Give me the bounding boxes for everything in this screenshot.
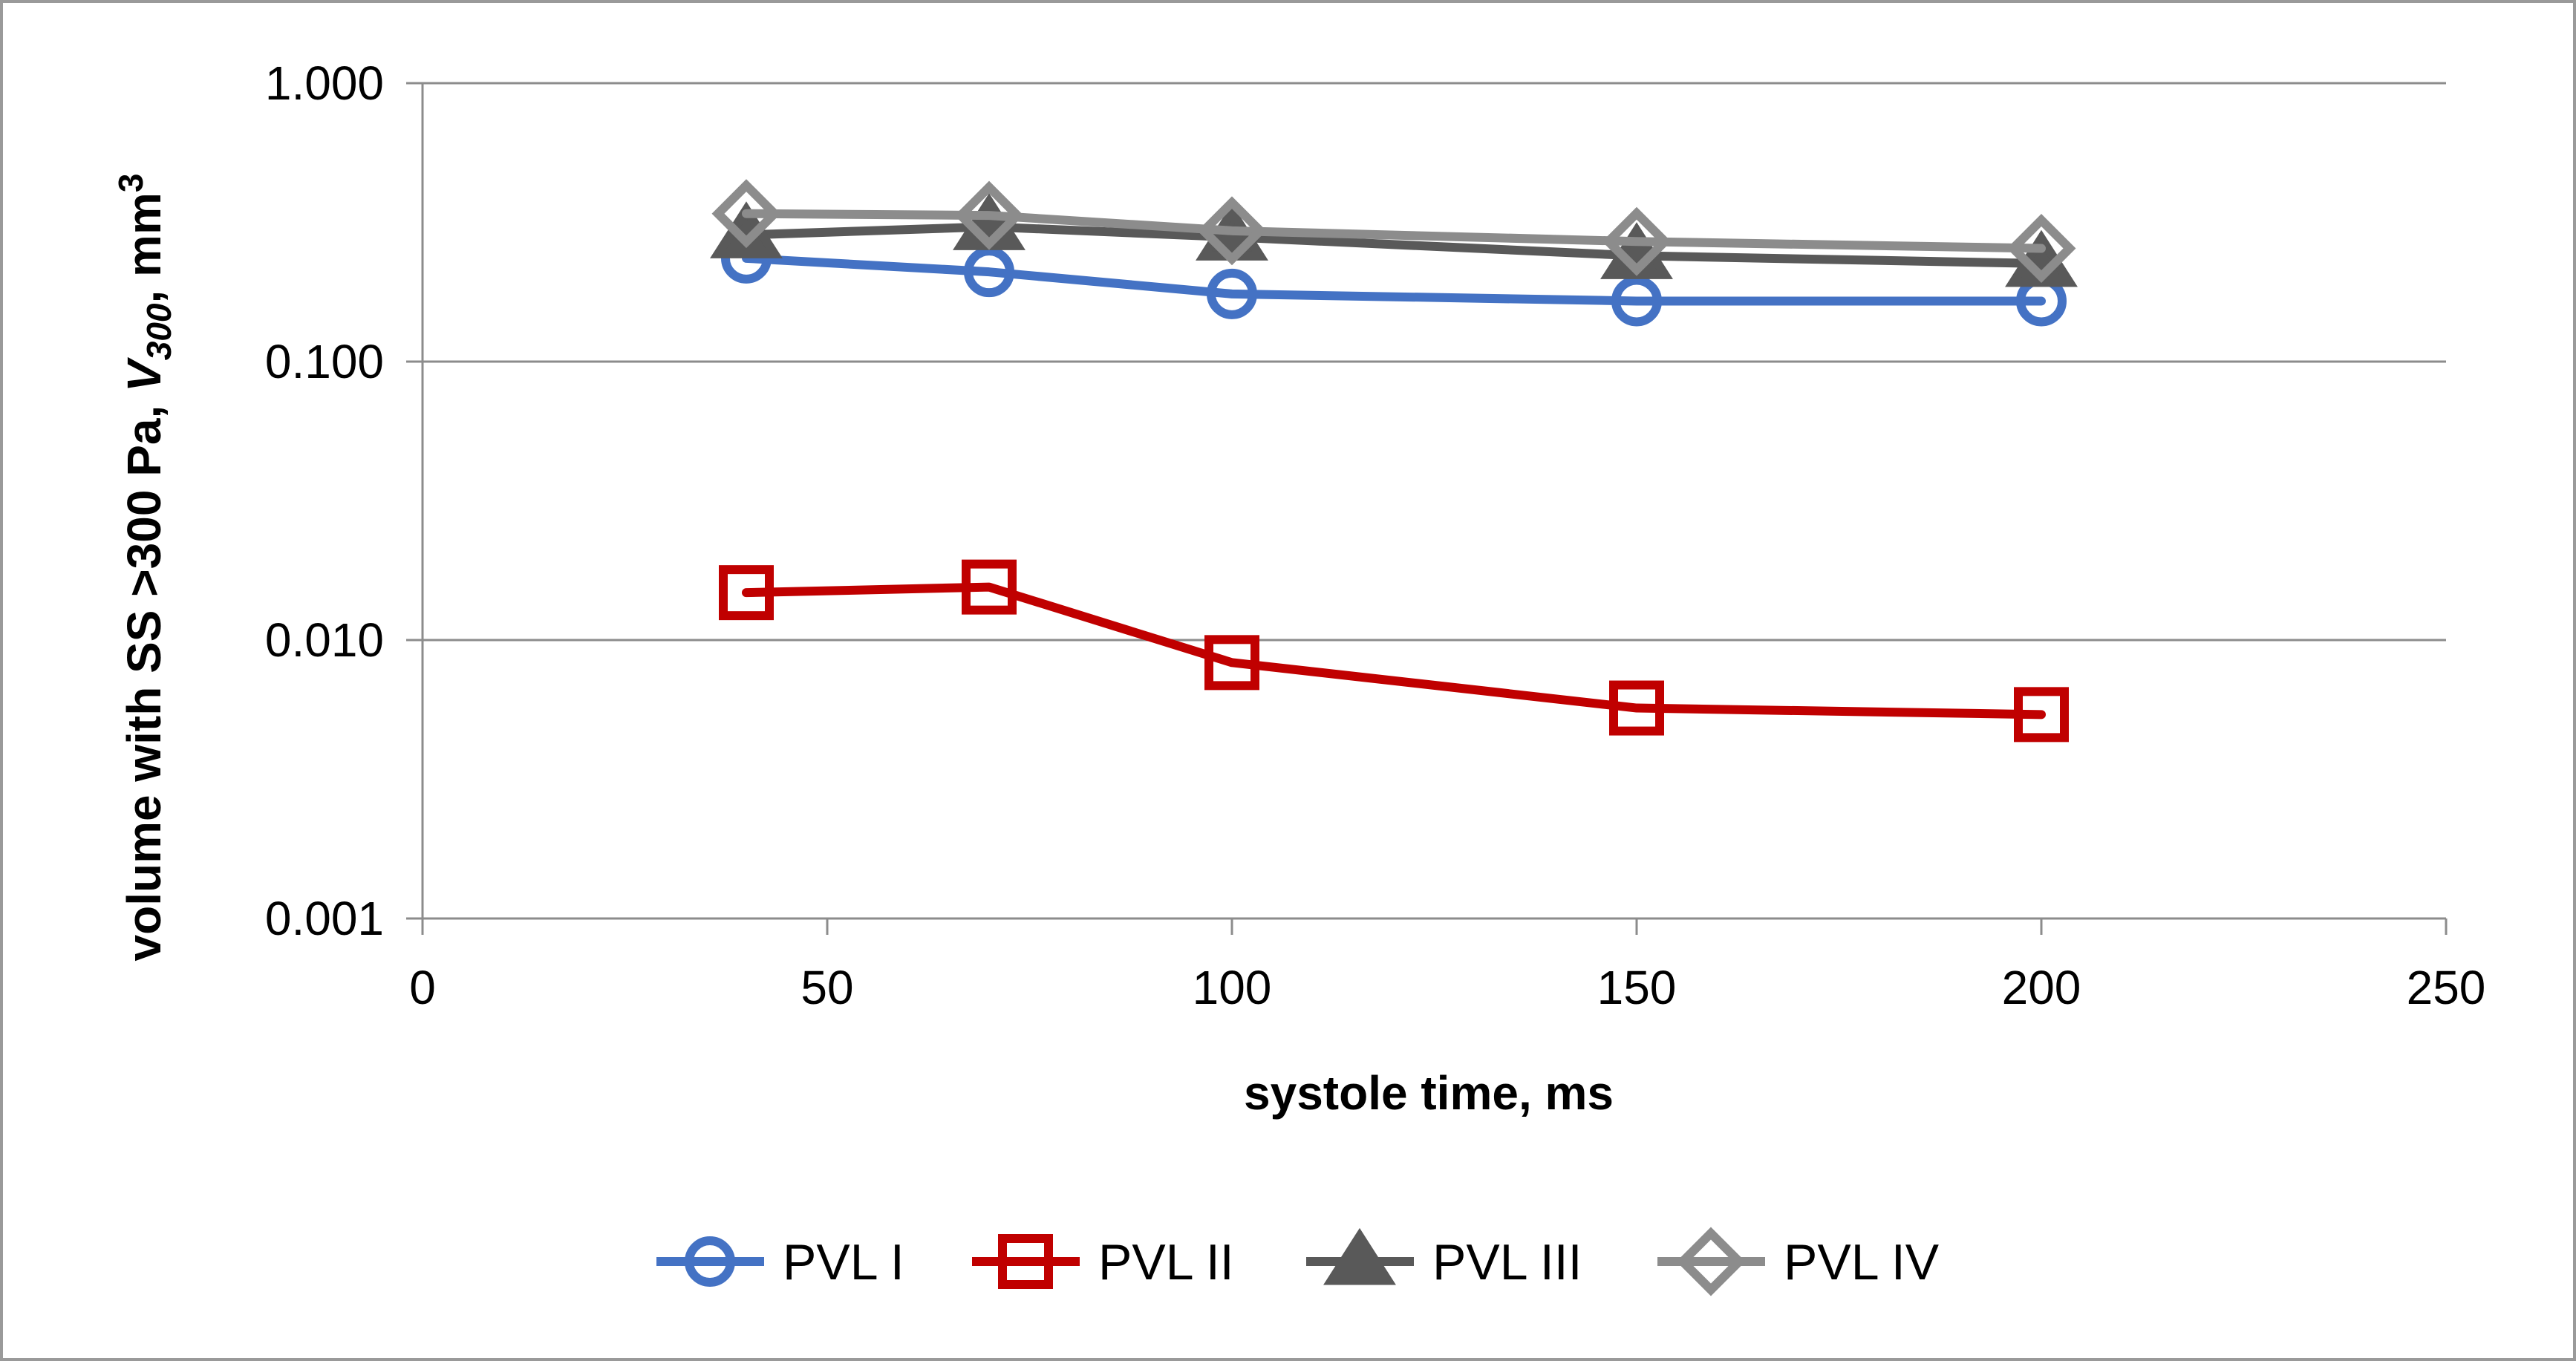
data-point bbox=[1207, 268, 1257, 319]
data-point bbox=[1204, 635, 1259, 691]
data-point bbox=[1197, 196, 1267, 266]
legend-marker bbox=[1323, 1227, 1396, 1285]
legend: PVL I PVL II PVL III PVL IV bbox=[656, 1227, 1940, 1296]
legend-label: PVL IV bbox=[1784, 1234, 1940, 1290]
chart-svg: 0.001 0.010 0.100 1.000 0 50 100 150 200 250 syst… bbox=[111, 56, 2486, 1296]
data-point bbox=[1611, 275, 1662, 327]
data-point bbox=[2014, 687, 2069, 743]
data-point bbox=[719, 565, 774, 621]
y-axis-title-suffix: , mm bbox=[117, 192, 171, 303]
data-point bbox=[2006, 214, 2076, 284]
y-tick-label: 0.001 bbox=[265, 892, 384, 945]
data-point bbox=[964, 247, 1014, 298]
axis-layer bbox=[406, 82, 2448, 935]
series-line bbox=[742, 209, 2046, 253]
x-tick-label: 150 bbox=[1597, 961, 1677, 1014]
x-tick-label: 200 bbox=[2002, 961, 2081, 1014]
data-point bbox=[954, 180, 1024, 250]
series-pvl-ii bbox=[719, 559, 2069, 743]
legend-marker bbox=[685, 1236, 735, 1287]
x-axis-title: systole time, ms bbox=[1244, 1066, 1614, 1120]
y-tick-label: 1.000 bbox=[265, 56, 384, 110]
x-tick-label: 100 bbox=[1193, 961, 1272, 1014]
legend-item: PVL IV bbox=[1657, 1227, 1940, 1296]
legend-marker bbox=[998, 1234, 1053, 1289]
x-tick-label: 0 bbox=[409, 961, 436, 1014]
y-axis-title-sup: 3 bbox=[111, 174, 150, 193]
series-line bbox=[742, 582, 2046, 719]
x-tick-label: 50 bbox=[800, 961, 853, 1014]
legend-marker bbox=[1676, 1227, 1746, 1296]
y-tick-label: 0.100 bbox=[265, 335, 384, 388]
legend-label: PVL III bbox=[1432, 1234, 1582, 1290]
x-tick-label: 250 bbox=[2407, 961, 2486, 1014]
series-pvl-iv bbox=[711, 179, 2076, 284]
y-axis-title-prefix: volume with SS >300 Pa, bbox=[117, 392, 171, 962]
series-line bbox=[742, 253, 2046, 306]
grid-layer bbox=[423, 82, 2446, 642]
y-tick-label: 0.010 bbox=[265, 613, 384, 667]
series-layer bbox=[710, 179, 2078, 743]
tick-layer: 0.001 0.010 0.100 1.000 0 50 100 150 200 250 bbox=[265, 56, 2486, 1014]
legend-item: PVL III bbox=[1306, 1227, 1582, 1290]
data-point bbox=[1602, 206, 1672, 276]
legend-label: PVL II bbox=[1098, 1234, 1234, 1290]
y-axis-title: volume with SS >300 Pa, V300, mm3 bbox=[111, 174, 178, 962]
data-point bbox=[962, 559, 1017, 615]
data-point bbox=[711, 179, 781, 249]
y-axis-title-var-sub: 300 bbox=[140, 303, 178, 360]
y-axis-title-var: V bbox=[117, 356, 171, 392]
legend-item: PVL I bbox=[656, 1234, 904, 1290]
legend-label: PVL I bbox=[783, 1234, 904, 1290]
legend-item: PVL II bbox=[972, 1234, 1234, 1290]
data-point bbox=[1609, 680, 1664, 736]
series-pvl-i bbox=[721, 232, 2067, 327]
